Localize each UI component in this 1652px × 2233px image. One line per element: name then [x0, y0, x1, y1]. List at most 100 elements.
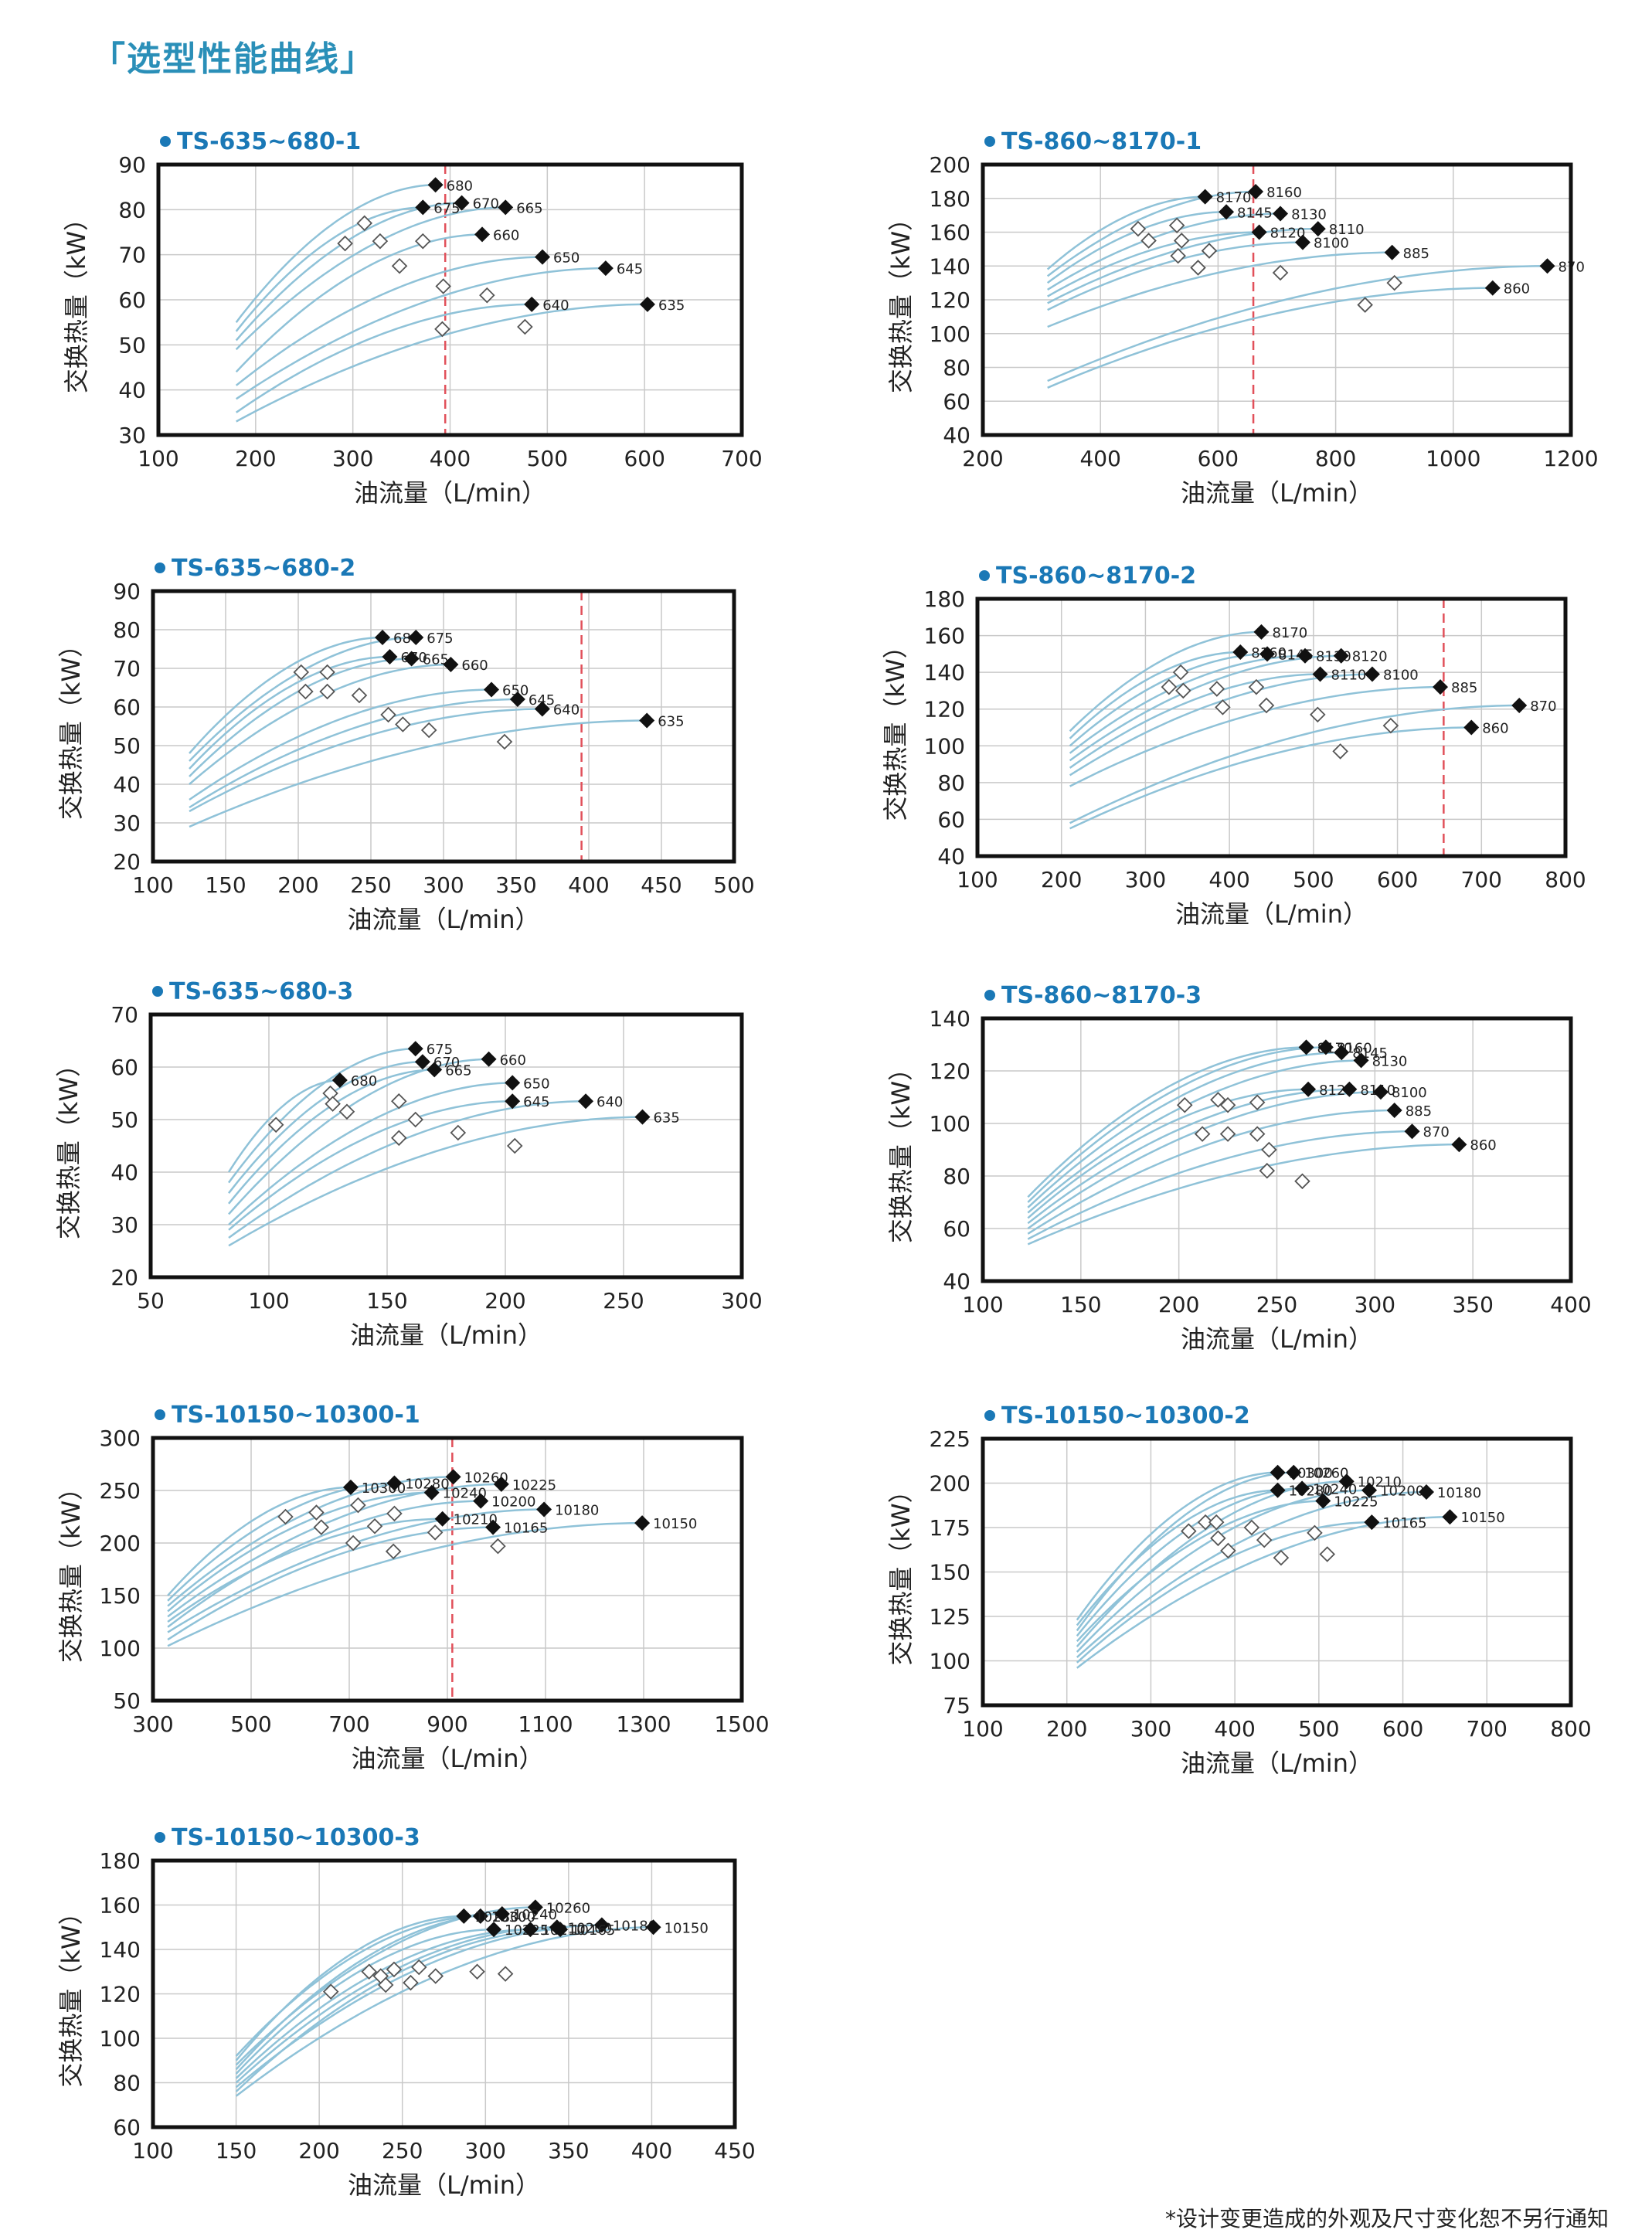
marker-635	[639, 712, 655, 729]
series-curve-10210	[167, 1518, 443, 1623]
y-tick-label: 60	[118, 287, 146, 313]
point-label-645: 645	[529, 692, 555, 709]
open-marker-870	[1386, 274, 1402, 291]
point-label-660: 660	[461, 658, 488, 674]
open-marker-10210	[377, 1976, 394, 1993]
x-tick-label: 100	[962, 1716, 1003, 1742]
marker-645	[509, 692, 525, 707]
y-tick-label: 100	[100, 1636, 141, 1661]
open-marker-8110	[1201, 243, 1218, 259]
plot-frame	[148, 1012, 744, 1280]
y-tick-label: 100	[930, 1111, 970, 1137]
x-tick-label: 700	[721, 446, 762, 471]
x-tick-label: 600	[624, 446, 665, 471]
marker-885	[1386, 1103, 1402, 1118]
y-axis-label: 交换热量（kW）	[56, 1900, 86, 2087]
chart-title: TS-860~8170-2	[996, 562, 1196, 590]
point-label-10240: 10240	[443, 1486, 487, 1502]
marker-670	[454, 195, 470, 211]
x-tick-label: 500	[1298, 1716, 1339, 1742]
chart-title: TS-635~680-3	[169, 978, 353, 1005]
marker-635	[634, 1109, 651, 1125]
point-label-8120: 8120	[1270, 226, 1306, 242]
series-curve-885	[1027, 1109, 1395, 1235]
y-tick-label: 100	[100, 2026, 141, 2051]
y-tick-label: 75	[943, 1693, 970, 1718]
marker-10180	[1419, 1484, 1435, 1500]
point-label-8110: 8110	[1331, 668, 1367, 684]
open-marker-10200	[345, 1535, 362, 1552]
marker-660	[443, 657, 459, 672]
chart-title-bullet	[984, 990, 995, 1001]
x-tick-label: 150	[205, 872, 246, 898]
series-curve-870	[1069, 704, 1520, 824]
series-curve-675	[189, 636, 416, 762]
point-label-640: 640	[542, 297, 569, 314]
y-tick-label: 50	[110, 1107, 138, 1133]
marker-640	[534, 701, 550, 717]
marker-670	[414, 1054, 430, 1070]
point-label-645: 645	[617, 261, 643, 277]
point-label-8130: 8130	[1372, 1053, 1408, 1069]
open-marker-10180	[1307, 1524, 1323, 1541]
point-label-665: 665	[445, 1062, 471, 1079]
marker-640	[578, 1093, 594, 1110]
point-label-640: 640	[553, 702, 580, 719]
point-label-645: 645	[523, 1094, 549, 1110]
x-axis-label: 油流量（L/min）	[350, 1320, 542, 1350]
x-tick-label: 300	[332, 446, 373, 471]
x-tick-label: 300	[1130, 1716, 1171, 1742]
x-tick-label: 1300	[616, 1711, 671, 1737]
x-tick-label: 300	[132, 1711, 173, 1737]
point-label-635: 635	[658, 297, 685, 314]
y-tick-label: 80	[118, 197, 146, 223]
open-marker-675	[319, 664, 335, 681]
x-axis-label: 油流量（L/min）	[354, 478, 546, 508]
open-marker-650	[435, 278, 451, 294]
marker-10180	[536, 1501, 552, 1518]
series-curve-8120	[1069, 654, 1341, 762]
point-label-10165: 10165	[1382, 1515, 1426, 1531]
open-marker-635	[506, 1137, 523, 1154]
open-marker-10240	[1210, 1530, 1226, 1547]
chart-1: TS-635~680-1 680 675 670 665 660 650 645 640 635 1…	[62, 128, 763, 508]
y-tick-label: 60	[943, 389, 970, 414]
y-tick-label: 30	[118, 423, 146, 448]
plot-frame	[975, 596, 1568, 858]
open-marker-10210	[386, 1505, 403, 1522]
marker-10260	[527, 1899, 543, 1915]
y-tick-label: 60	[937, 807, 965, 832]
y-axis-label: 交换热量（kW）	[886, 1478, 916, 1665]
point-label-660: 660	[493, 227, 519, 243]
x-tick-label: 400	[1208, 867, 1249, 892]
marker-675	[415, 199, 431, 216]
y-tick-label: 150	[100, 1583, 141, 1609]
point-label-8100: 8100	[1383, 668, 1419, 684]
series-curve-645	[236, 267, 606, 400]
open-marker-870	[1382, 717, 1399, 734]
x-tick-label: 100	[957, 867, 998, 892]
open-marker-10260	[350, 1497, 366, 1514]
open-marker-8160	[1168, 217, 1185, 234]
point-label-10150: 10150	[665, 1920, 709, 1936]
chart-title-bullet	[155, 562, 165, 573]
point-label-670: 670	[473, 196, 499, 212]
x-axis-label: 油流量（L/min）	[348, 905, 540, 934]
open-marker-870	[1259, 1162, 1276, 1179]
page-title: 「选型性能曲线」	[91, 39, 376, 79]
x-tick-label: 300	[1355, 1292, 1395, 1317]
point-label-870: 870	[1423, 1124, 1450, 1140]
chart-title-bullet	[984, 1410, 995, 1421]
open-marker-885	[1272, 264, 1289, 281]
marker-640	[524, 296, 540, 312]
marker-10280	[1270, 1482, 1286, 1498]
x-tick-label: 400	[1214, 1716, 1255, 1742]
series-curve-650	[235, 256, 543, 386]
open-marker-670	[325, 1096, 341, 1112]
marker-8110	[1310, 221, 1326, 237]
y-tick-label: 160	[930, 220, 970, 246]
series-curve-8110	[1047, 227, 1318, 304]
x-tick-label: 400	[568, 872, 609, 898]
x-tick-label: 700	[1467, 1716, 1508, 1742]
